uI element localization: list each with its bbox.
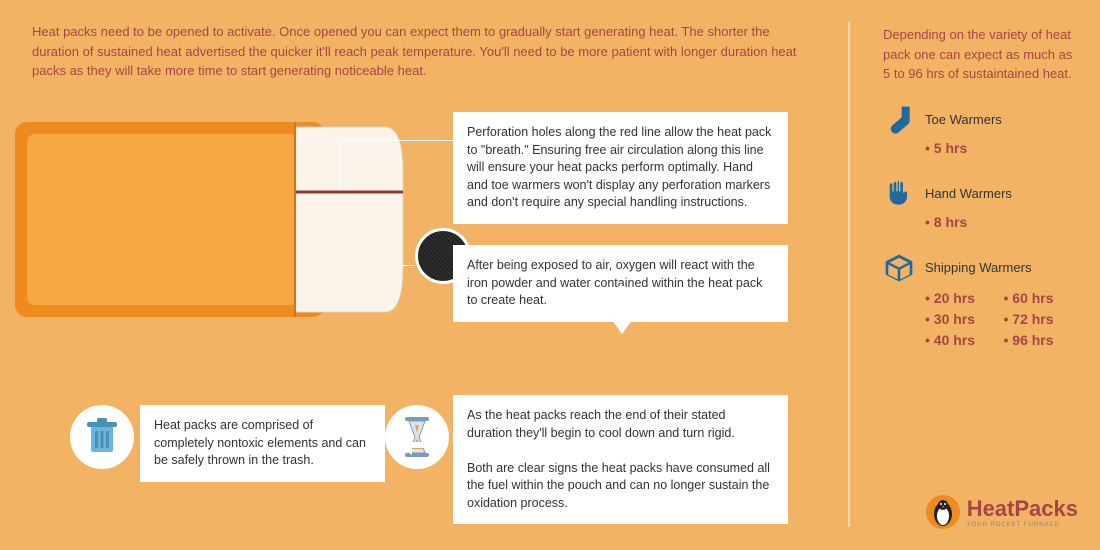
ship-hr-5: 96 hrs	[1004, 330, 1083, 351]
toe-label: Toe Warmers	[925, 112, 1002, 127]
ship-hr-3: 60 hrs	[1004, 288, 1083, 309]
trash-text: Heat packs are comprised of completely n…	[140, 405, 385, 482]
arrow-left-icon	[398, 435, 412, 455]
ship-hr-2: 40 hrs	[925, 330, 1004, 351]
logo-name: HeatPacks	[967, 496, 1078, 521]
logo: HeatPacksYOUR POCKET FURNACE	[925, 494, 1078, 530]
intro-text: Heat packs need to be opened to activate…	[32, 22, 802, 81]
shipping-label: Shipping Warmers	[925, 260, 1031, 275]
vertical-divider	[848, 22, 850, 527]
penguin-icon	[925, 494, 961, 530]
arrow-down-icon	[612, 320, 632, 334]
end-p1: As the heat packs reach the end of their…	[467, 407, 774, 442]
callout-line-1	[340, 140, 453, 141]
sock-icon	[883, 104, 915, 136]
heatpack-diagram	[15, 112, 410, 327]
perforation-text: Perforation holes along the red line all…	[453, 112, 788, 224]
callout-line-1-vert	[340, 140, 341, 188]
toe-hrs: 5 hrs	[925, 140, 967, 156]
toe-warmer-item: Toe Warmers 5 hrs	[883, 104, 1082, 156]
hand-label: Hand Warmers	[925, 186, 1012, 201]
shipping-warmer-item: Shipping Warmers 20 hrs 60 hrs 30 hrs 72…	[883, 252, 1082, 351]
right-intro-text: Depending on the variety of heat pack on…	[883, 25, 1082, 84]
hand-icon	[883, 178, 915, 210]
ship-hr-1: 30 hrs	[925, 309, 1004, 330]
hand-hrs: 8 hrs	[925, 214, 967, 230]
endlife-text: As the heat packs reach the end of their…	[453, 395, 788, 524]
right-panel: Depending on the variety of heat pack on…	[865, 15, 1100, 550]
trash-circle	[70, 405, 134, 469]
callout-line-2	[385, 265, 415, 266]
trash-icon	[85, 418, 119, 456]
box-icon	[883, 252, 915, 284]
hand-warmer-item: Hand Warmers 8 hrs	[883, 178, 1082, 230]
hourglass-circle	[385, 405, 449, 469]
end-p2: Both are clear signs the heat packs have…	[467, 460, 774, 513]
ship-hr-0: 20 hrs	[925, 288, 1004, 309]
logo-tagline: YOUR POCKET FURNACE	[967, 522, 1078, 528]
ship-hr-4: 72 hrs	[1004, 309, 1083, 330]
